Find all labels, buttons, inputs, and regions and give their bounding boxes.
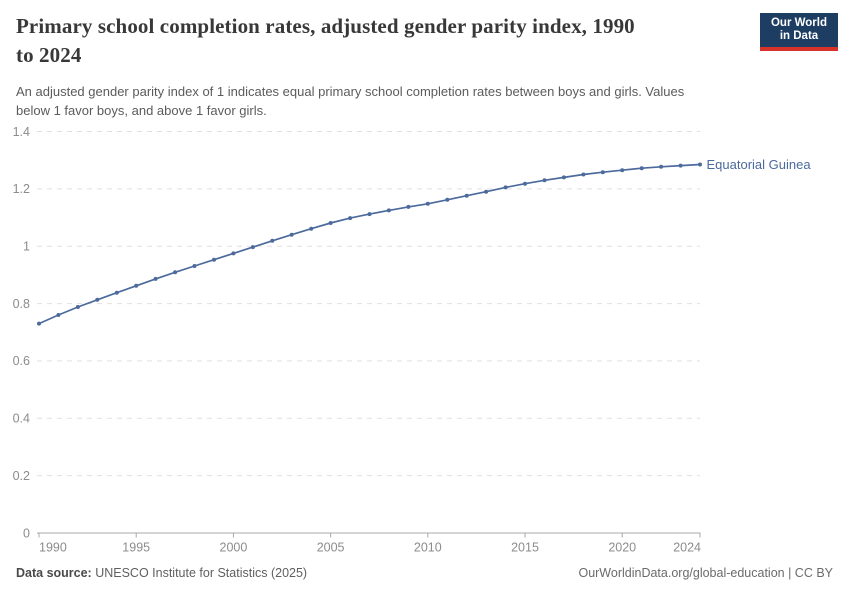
data-point[interactable] <box>231 251 236 256</box>
x-tick-label: 2024 <box>673 541 701 555</box>
data-point[interactable] <box>445 197 450 202</box>
data-point[interactable] <box>348 216 353 221</box>
y-tick-label: 1.2 <box>13 182 30 196</box>
data-source-label: Data source: <box>16 566 92 580</box>
credit-link[interactable]: OurWorldinData.org/global-education | CC… <box>578 566 833 580</box>
title-line-2: to 2024 <box>16 43 82 67</box>
y-tick-label: 0.6 <box>13 354 30 368</box>
subtitle-line-2: below 1 favor boys, and above 1 favor gi… <box>16 103 267 118</box>
data-point[interactable] <box>114 290 119 295</box>
x-tick-label: 2020 <box>608 541 636 555</box>
data-point[interactable] <box>484 189 489 194</box>
data-point[interactable] <box>600 170 605 175</box>
data-point[interactable] <box>173 270 178 275</box>
y-tick-label: 1.4 <box>13 125 30 139</box>
data-point[interactable] <box>425 201 430 206</box>
data-point[interactable] <box>37 321 41 326</box>
series-entity-label[interactable]: Equatorial Guinea <box>707 157 812 172</box>
y-tick-label: 0.4 <box>13 412 30 426</box>
data-point[interactable] <box>581 172 586 177</box>
data-point[interactable] <box>678 163 683 168</box>
data-point[interactable] <box>250 245 255 250</box>
page-title: Primary school completion rates, adjuste… <box>16 12 756 70</box>
data-point[interactable] <box>328 221 333 225</box>
data-point[interactable] <box>309 226 314 231</box>
owid-logo[interactable]: Our World in Data <box>760 13 838 51</box>
y-tick-label: 1 <box>23 240 30 254</box>
data-point[interactable] <box>270 238 275 243</box>
title-line-1: Primary school completion rates, adjuste… <box>16 14 635 38</box>
owid-logo-line-2: in Data <box>779 30 819 42</box>
chart-subtitle: An adjusted gender parity index of 1 ind… <box>16 82 796 120</box>
data-point[interactable] <box>698 162 702 167</box>
data-point[interactable] <box>523 181 527 186</box>
x-tick-label: 2015 <box>511 541 539 555</box>
data-point[interactable] <box>620 168 625 173</box>
subtitle-line-1: An adjusted gender parity index of 1 ind… <box>16 84 685 99</box>
data-source-text: UNESCO Institute for Statistics (2025) <box>91 566 308 580</box>
owid-logo-red-rule <box>760 46 838 51</box>
data-source: Data source: UNESCO Institute for Statis… <box>16 566 307 580</box>
data-point[interactable] <box>75 305 80 309</box>
data-point[interactable] <box>95 297 100 302</box>
x-tick-label: 2000 <box>220 541 248 555</box>
x-tick-label: 1990 <box>39 541 67 555</box>
data-point[interactable] <box>134 283 139 288</box>
data-point[interactable] <box>289 232 294 237</box>
y-tick-label: 0.8 <box>13 297 30 311</box>
data-point[interactable] <box>367 212 372 217</box>
data-point[interactable] <box>639 166 644 171</box>
data-point[interactable] <box>464 193 469 198</box>
data-point[interactable] <box>406 204 411 209</box>
data-point[interactable] <box>542 178 547 183</box>
data-point[interactable] <box>212 257 216 262</box>
x-tick-label: 1995 <box>122 541 150 555</box>
chart-footer: Data source: UNESCO Institute for Statis… <box>16 566 833 580</box>
data-point[interactable] <box>561 175 566 180</box>
data-point[interactable] <box>503 185 508 190</box>
data-point[interactable] <box>192 264 197 268</box>
x-tick-label: 2005 <box>317 541 345 555</box>
owid-logo-line-1: Our World <box>770 16 827 29</box>
data-point[interactable] <box>56 313 61 317</box>
data-point[interactable] <box>153 276 158 281</box>
x-tick-label: 2010 <box>414 541 442 555</box>
data-point[interactable] <box>386 208 391 213</box>
y-tick-label: 0.2 <box>13 469 30 483</box>
owid-logo-box: Our World in Data <box>760 13 838 47</box>
y-tick-label: 0 <box>23 526 30 540</box>
data-point[interactable] <box>659 164 664 169</box>
